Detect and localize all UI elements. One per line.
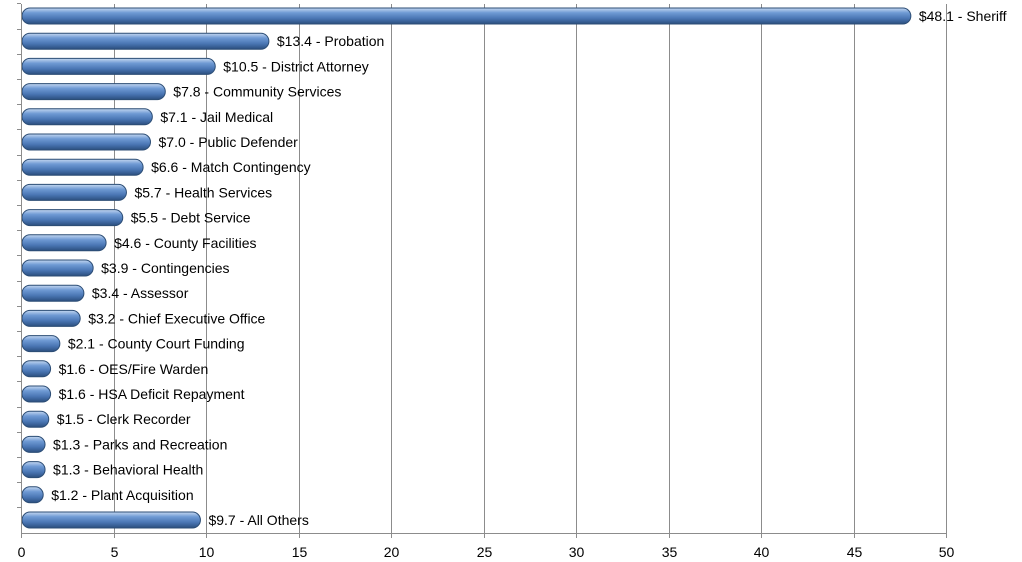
- bar-data-label: $1.6 - OES/Fire Warden: [59, 361, 209, 377]
- bar: [21, 335, 61, 353]
- bar-data-label: $1.5 - Clerk Recorder: [57, 411, 191, 427]
- bar: [21, 385, 52, 403]
- bar-data-label: $3.4 - Assessor: [92, 285, 189, 301]
- bar: [21, 309, 81, 327]
- bar-data-label: $5.7 - Health Services: [134, 184, 272, 200]
- bar: [21, 133, 151, 151]
- bar: [21, 158, 144, 176]
- bar-data-label: $1.2 - Plant Acquisition: [51, 487, 193, 503]
- bar: [21, 7, 912, 25]
- bar: [21, 435, 46, 453]
- bar-data-label: $1.3 - Behavioral Health: [53, 462, 203, 478]
- bar-data-label: $10.5 - District Attorney: [223, 58, 369, 74]
- bar-data-label: $9.7 - All Others: [208, 512, 308, 528]
- bar: [21, 511, 201, 529]
- bar-data-label: $3.9 - Contingencies: [101, 260, 229, 276]
- x-tick-label: 0: [18, 544, 26, 560]
- bar-data-label: $13.4 - Probation: [277, 33, 384, 49]
- x-tick-label: 20: [384, 544, 400, 560]
- bar-data-label: $2.1 - County Court Funding: [68, 336, 245, 352]
- gridlines: [114, 4, 947, 533]
- bar-data-label: $6.6 - Match Contingency: [151, 159, 311, 175]
- x-tick-label: 30: [569, 544, 585, 560]
- bar-data-label: $4.6 - County Facilities: [114, 235, 256, 251]
- bar-data-label: $7.8 - Community Services: [173, 84, 341, 100]
- bar: [21, 108, 153, 126]
- bar: [21, 32, 270, 50]
- bar: [21, 234, 107, 252]
- bar: [21, 284, 85, 302]
- bar: [21, 360, 52, 378]
- bar-data-label: $1.6 - HSA Deficit Repayment: [59, 386, 245, 402]
- bar-data-label: $7.1 - Jail Medical: [160, 109, 273, 125]
- bar-data-label: $7.0 - Public Defender: [159, 134, 299, 150]
- bar: [21, 83, 166, 101]
- x-tick-label: 45: [847, 544, 863, 560]
- x-axis: 0 5 10 15 20 25 30 35 40 45 50: [17, 3, 955, 560]
- x-tick-label: 35: [662, 544, 678, 560]
- bar-data-label: $1.3 - Parks and Recreation: [53, 436, 227, 452]
- bar: [21, 57, 216, 75]
- x-tick-label: 25: [477, 544, 493, 560]
- x-tick-label: 15: [292, 544, 308, 560]
- bar: [21, 410, 50, 428]
- bars: [21, 7, 912, 529]
- bar-data-label: $5.5 - Debt Service: [131, 210, 251, 226]
- data-labels: $48.1 - Sheriff $13.4 - Probation $10.5 - …: [51, 8, 1006, 528]
- x-tick-label: 5: [111, 544, 119, 560]
- bar-data-label: $3.2 - Chief Executive Office: [88, 310, 265, 326]
- bar: [21, 259, 94, 277]
- bar: [21, 209, 124, 227]
- bar: [21, 486, 44, 504]
- bar: [21, 183, 127, 201]
- bar: [21, 461, 46, 479]
- bar-data-label: $48.1 - Sheriff: [919, 8, 1007, 24]
- x-tick-label: 50: [939, 544, 955, 560]
- x-tick-label: 10: [199, 544, 215, 560]
- x-tick-label: 40: [754, 544, 770, 560]
